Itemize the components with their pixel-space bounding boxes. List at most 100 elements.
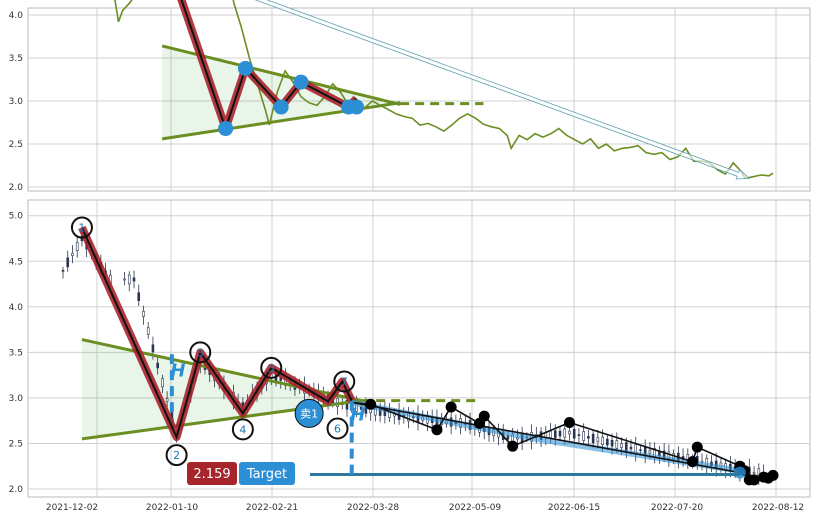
top-target-arrow	[254, 0, 751, 180]
candle-body	[568, 430, 571, 435]
top-ytick-label: 3.0	[9, 97, 24, 107]
bottom-xtick-label: 2021-12-02	[46, 503, 98, 513]
bottom-forecast-point	[445, 401, 457, 413]
bottom-ytick-label: 3.0	[9, 394, 24, 404]
wave-label: 4	[239, 423, 246, 436]
bottom-forecast-point	[767, 469, 779, 481]
bottom-xtick-label: 2022-03-28	[347, 503, 400, 513]
sell-marker-circle	[294, 398, 324, 428]
candle-body	[71, 252, 74, 256]
target-label-box	[239, 462, 295, 485]
bottom-ytick-label: 4.5	[9, 257, 23, 267]
candle-body	[620, 443, 623, 448]
wave-label-circle	[165, 444, 188, 467]
bottom-ytick-label: 2.5	[9, 439, 23, 449]
top-ytick-label: 4.0	[9, 11, 24, 21]
bottom-forecast-point	[431, 424, 443, 436]
candle-body	[123, 278, 126, 281]
top-ytick-label: 2.0	[9, 183, 24, 193]
bottom-forecast-point	[563, 416, 575, 428]
candle-body	[151, 344, 155, 353]
wave-label: 1	[78, 222, 85, 235]
candle-body	[61, 270, 65, 272]
candle-body	[563, 428, 567, 438]
top-wave-point	[237, 60, 253, 76]
bottom-forecast-line	[351, 401, 746, 472]
wave-label-circle	[70, 216, 93, 239]
candle-body	[549, 430, 552, 439]
bottom-xtick-label: 2022-01-10	[146, 503, 199, 513]
candle-body	[553, 430, 557, 438]
bottom-h-marker: H	[170, 361, 185, 382]
candle-body	[606, 438, 609, 446]
candle-body	[161, 378, 164, 388]
bottom-h-marker: H	[350, 404, 365, 425]
candle-body	[577, 434, 581, 436]
top-wave-point	[293, 74, 309, 90]
candle-body	[624, 442, 628, 452]
wave-label: 6	[334, 422, 341, 435]
bottom-forecast-point	[365, 398, 377, 410]
candle-body	[345, 399, 349, 410]
top-panel: 2.02.53.03.54.04.55.0	[9, 0, 811, 193]
bottom-forecast-point	[687, 456, 699, 468]
candle-body	[156, 362, 159, 369]
bottom-forecast-point	[478, 410, 490, 422]
candle-body	[639, 449, 642, 451]
target-badge: 2.159 Target	[187, 462, 295, 485]
top-wave-point	[218, 121, 234, 137]
bottom-panel: 2.0 2.5 3.0 3.5 4.0 4.5 5.0 2021-12-02 2022-01-1…	[9, 199, 811, 513]
candle-body	[165, 398, 169, 402]
candle-body	[752, 471, 756, 474]
wave-label: 3	[197, 346, 204, 359]
bottom-forecast-point	[691, 441, 703, 453]
bottom-ytick-label: 5.0	[9, 212, 24, 222]
wave-label-circle	[189, 341, 212, 364]
candle-body	[132, 277, 136, 282]
wave-label-circle	[260, 356, 283, 379]
wave-label-circle	[326, 417, 349, 440]
wave-label: 7	[341, 376, 348, 389]
candle-body	[610, 439, 614, 447]
bottom-ytick-label: 3.5	[9, 348, 23, 358]
top-price-line	[114, 0, 774, 180]
bottom-ytick-label: 2.0	[9, 485, 24, 495]
target-value-box	[187, 462, 237, 485]
top-frame	[27, 7, 811, 192]
bottom-target-point	[733, 466, 746, 479]
wave-label: 2	[173, 449, 180, 462]
candle-body	[558, 430, 562, 437]
target-label: Target	[246, 467, 287, 482]
bottom-xtick-label: 2022-06-15	[548, 503, 600, 513]
bottom-ytick-label: 4.0	[9, 303, 24, 313]
bottom-wave-line	[80, 227, 353, 441]
sell-marker-label: 卖1	[300, 407, 318, 420]
candle-body	[75, 241, 79, 251]
candle-body	[142, 310, 145, 317]
bottom-xtick-label: 2022-07-20	[651, 503, 704, 513]
bottom-xtick-label: 2022-08-12	[752, 503, 804, 513]
top-wave-point	[273, 99, 289, 115]
bottom-forecast-point	[748, 474, 760, 486]
top-wave-point	[349, 99, 365, 115]
wave-label-circle	[231, 418, 254, 441]
candle-body	[601, 436, 604, 445]
wave-label: 5	[268, 362, 275, 375]
candle-body	[127, 274, 131, 285]
bottom-xtick-label: 2022-02-21	[246, 503, 298, 513]
candle-body	[591, 433, 595, 444]
bottom-frame	[27, 199, 811, 498]
wave-label-circle	[333, 370, 356, 393]
top-ytick-label: 2.5	[9, 140, 23, 150]
candle-body	[137, 292, 141, 301]
top-ytick-label: 3.5	[9, 54, 23, 64]
candle-body	[596, 437, 600, 442]
candle-body	[587, 436, 590, 439]
candle-body	[146, 327, 150, 335]
candle-body	[615, 440, 619, 449]
candle-body	[572, 428, 576, 439]
bottom-forecast-point	[507, 440, 519, 452]
bottom-forecast-trend	[351, 401, 741, 474]
candle-body	[582, 431, 585, 441]
